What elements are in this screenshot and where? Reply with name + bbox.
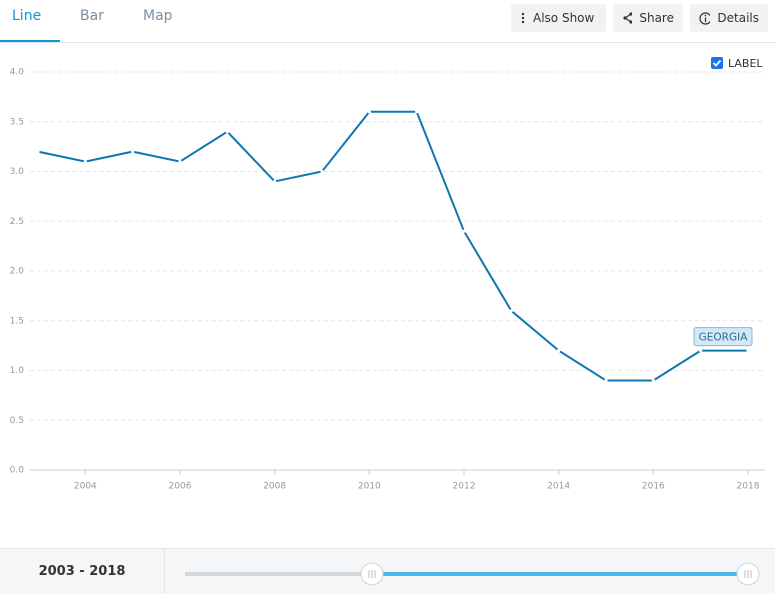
data-point <box>225 130 229 134</box>
y-tick-label: 1.5 <box>10 316 24 326</box>
checkbox[interactable] <box>711 57 723 69</box>
y-tick-label: 0.5 <box>10 416 24 426</box>
y-tick-label: 1.0 <box>10 366 25 376</box>
range-label: 2003 - 2018 <box>0 549 165 594</box>
icon <box>699 11 711 25</box>
data-point <box>131 150 135 154</box>
also-show-button[interactable]: Also Show <box>511 4 606 32</box>
icon <box>521 12 525 24</box>
button-label: Share <box>639 11 674 25</box>
share-button[interactable]: Share <box>613 4 683 32</box>
y-tick-label: 3.5 <box>10 117 24 127</box>
details-button[interactable]: Details <box>690 4 768 32</box>
toggle-label: LABEL <box>728 57 763 70</box>
tab-underline <box>0 40 60 42</box>
x-tick-label: 2004 <box>74 482 97 492</box>
tab[interactable]: Bar <box>80 8 104 24</box>
icon <box>623 12 633 24</box>
series-label-text: GEORGIA <box>699 332 749 344</box>
data-point <box>746 349 750 353</box>
range-slider[interactable] <box>164 549 775 594</box>
data-point <box>367 110 371 114</box>
button-label: Details <box>717 11 759 25</box>
tab-bar: Line Bar Map Also Show Share Details <box>0 0 775 43</box>
y-tick-label: 0.0 <box>10 466 25 476</box>
data-point <box>462 229 466 233</box>
button-label: Also Show <box>533 11 595 25</box>
y-tick-label: 2.5 <box>10 217 24 227</box>
data-point <box>273 179 277 184</box>
range-bar: 2003 - 2018 <box>0 548 775 594</box>
tab[interactable]: Line <box>12 8 42 24</box>
data-point <box>83 159 87 164</box>
data-point <box>178 159 182 164</box>
series-label-box <box>693 327 753 347</box>
data-point <box>699 349 703 353</box>
y-tick-label: 3.0 <box>10 167 25 177</box>
x-tick-label: 2018 <box>737 482 760 492</box>
y-tick-label: 4.0 <box>10 68 25 78</box>
x-tick-label: 2006 <box>169 482 192 492</box>
tab[interactable]: Map <box>143 8 173 24</box>
y-tick-label: 2.0 <box>10 267 25 277</box>
series-label: GEORGIA <box>693 327 753 347</box>
data-point <box>36 150 40 154</box>
data-point <box>509 309 513 313</box>
x-tick-label: 2016 <box>642 482 665 492</box>
data-point <box>651 378 655 383</box>
x-tick-label: 2012 <box>453 482 476 492</box>
data-point <box>320 169 324 174</box>
x-tick-label: 2010 <box>358 482 381 492</box>
x-tick-label: 2008 <box>263 482 286 492</box>
data-point <box>415 110 419 114</box>
chart: LABEL 0.0 0.5 1.0 1.5 2.0 2.5 3.0 3.5 4.0 2004 200… <box>10 57 765 492</box>
data-point <box>604 378 608 383</box>
x-tick-label: 2014 <box>547 482 570 492</box>
label-toggle[interactable]: LABEL <box>711 57 763 70</box>
series-line <box>37 110 748 382</box>
data-point <box>557 349 561 353</box>
